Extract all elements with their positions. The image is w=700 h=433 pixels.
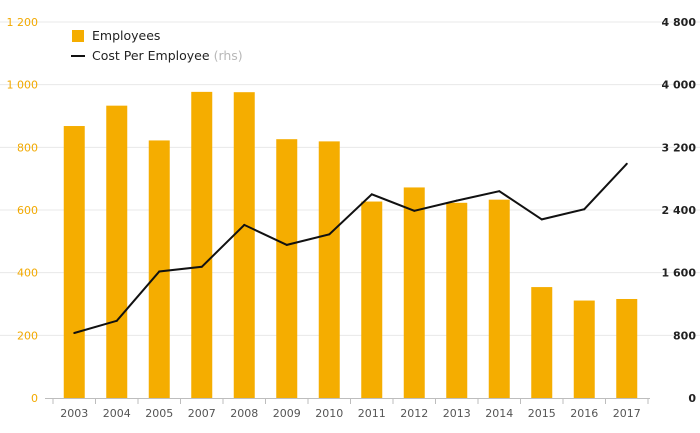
bar-employees-2003 [63,126,85,398]
point-cost-per-employee-2016 [583,208,586,211]
x-tick-label-2009: 2009 [273,407,301,420]
left-tick-label: 1 200 [7,16,39,29]
x-axis [45,398,650,404]
point-cost-per-employee-2012 [413,209,416,212]
bar-employees-2014 [488,199,510,398]
bar-employees-2013 [446,202,468,398]
right-tick-label: 2 400 [662,204,697,217]
point-cost-per-employee-2011 [370,193,373,196]
x-tick-label-2011: 2011 [358,407,386,420]
left-tick-label: 400 [17,267,38,280]
point-cost-per-employee-2010 [328,233,331,236]
bar-employees-2016 [573,300,595,398]
x-tick-label-2010: 2010 [315,407,343,420]
line-cost-per-employee [74,163,628,334]
left-tick-label: 200 [17,329,38,342]
right-tick-label: 3 200 [662,141,697,154]
employees-bars [63,91,638,399]
bar-employees-2009 [276,139,298,399]
point-cost-per-employee-2004 [115,319,118,322]
x-tick-label-2007: 2007 [188,407,216,420]
x-tick-label-2017: 2017 [613,407,641,420]
point-cost-per-employee-2017 [625,162,628,165]
left-tick-label: 600 [17,204,38,217]
left-tick-label: 1 000 [7,79,39,92]
x-tick-label-2005: 2005 [145,407,173,420]
x-axis-ticks: 2003 2004 2005 2007 2008 2009 2010 2011 2012 2013… [60,407,641,420]
x-tick-label-2004: 2004 [103,407,131,420]
legend-swatch-employees [72,30,84,42]
left-axis-ticks: 0 200 400 600 800 1 000 1 200 [7,16,39,405]
point-cost-per-employee-2013 [455,199,458,202]
legend-label-rhs-suffix: (rhs) [214,48,243,63]
point-cost-per-employee-2014 [498,190,501,193]
bar-employees-2010 [318,141,340,398]
right-tick-label: 4 000 [662,79,697,92]
x-tick-label-2012: 2012 [400,407,428,420]
legend-label-cost-per-employee: Cost Per Employee (rhs) [92,48,243,63]
cost-per-employee-line [73,162,628,334]
left-tick-label: 0 [31,392,38,405]
x-tick-label-2013: 2013 [443,407,471,420]
right-axis-ticks: 0 800 1 600 2 400 3 200 4 000 4 800 [662,16,697,405]
x-tick-label-2014: 2014 [485,407,513,420]
right-tick-label: 800 [673,329,696,342]
x-tick-label-2003: 2003 [60,407,88,420]
gridlines [0,21,700,336]
legend-label-cost-per-employee-name: Cost Per Employee [92,48,210,63]
point-cost-per-employee-2008 [243,223,246,226]
bar-employees-2007 [191,91,213,398]
legend: Employees Cost Per Employee (rhs) [71,28,243,63]
point-cost-per-employee-2003 [73,331,76,334]
bar-employees-2012 [403,187,425,398]
point-cost-per-employee-2009 [285,243,288,246]
bar-employees-2005 [148,140,170,398]
right-tick-label: 0 [688,392,696,405]
bar-employees-2004 [106,105,128,398]
legend-label-employees: Employees [92,28,160,43]
point-cost-per-employee-2007 [200,265,203,268]
point-cost-per-employee-2015 [540,218,543,221]
bar-employees-2011 [361,201,383,398]
right-tick-label: 1 600 [662,267,697,280]
x-tick-label-2008: 2008 [230,407,258,420]
bar-employees-2008 [233,92,255,398]
point-cost-per-employee-2005 [158,270,161,273]
bar-employees-2017 [616,298,638,398]
x-tick-label-2015: 2015 [528,407,556,420]
bar-employees-2015 [531,287,553,398]
left-tick-label: 800 [17,141,38,154]
right-tick-label: 4 800 [662,16,697,29]
x-tick-label-2016: 2016 [570,407,598,420]
